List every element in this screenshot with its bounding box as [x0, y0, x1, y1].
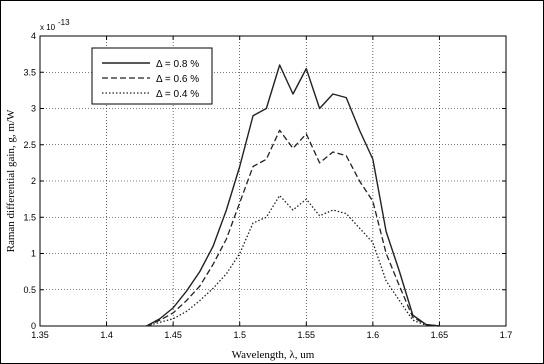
series-line-1 — [146, 64, 440, 327]
y-tick-label: 0 — [31, 321, 36, 331]
legend-label-2: Δ = 0.6 % — [156, 74, 199, 85]
y-multiplier-exponent: -13 — [58, 18, 70, 27]
x-tick-label: 1.65 — [431, 330, 449, 340]
series-lines — [146, 64, 440, 327]
y-tick-label: 1 — [31, 249, 36, 259]
x-tick-label: 1.35 — [31, 330, 49, 340]
x-tick-label: 1.5 — [233, 330, 246, 340]
y-tick-label: 0.5 — [23, 285, 36, 295]
y-tick-label: 2.5 — [23, 140, 36, 150]
x-tick-label: 1.7 — [500, 330, 513, 340]
y-tick-label: 4 — [31, 31, 36, 41]
series-line-2 — [146, 129, 440, 327]
legend-label-1: Δ = 0.8 % — [156, 59, 199, 70]
y-tick-label: 3.5 — [23, 67, 36, 77]
y-multiplier-label: x 10 — [40, 23, 56, 32]
y-tick-label: 2 — [31, 176, 36, 186]
x-axis-label: Wavelength, λ, um — [232, 349, 315, 361]
legend-label-3: Δ = 0.4 % — [156, 89, 199, 100]
y-axis-label: Raman differential gain, g, m/W — [5, 109, 17, 252]
y-tick-label: 3 — [31, 104, 36, 114]
x-tick-label: 1.45 — [164, 330, 182, 340]
x-axis-ticks: 1.35 1.4 1.45 1.5 1.55 1.6 1.65 1.7 — [31, 36, 512, 340]
y-axis-ticks: 0 0.5 1 1.5 2 2.5 3 3.5 4 — [23, 31, 506, 331]
y-tick-label: 1.5 — [23, 212, 36, 222]
x-tick-label: 1.55 — [298, 330, 316, 340]
legend: Δ = 0.8 % Δ = 0.6 % Δ = 0.4 % — [91, 47, 213, 105]
legend-box — [91, 47, 213, 105]
x-tick-label: 1.6 — [367, 330, 380, 340]
series-line-3 — [146, 194, 440, 327]
x-tick-label: 1.4 — [100, 330, 113, 340]
